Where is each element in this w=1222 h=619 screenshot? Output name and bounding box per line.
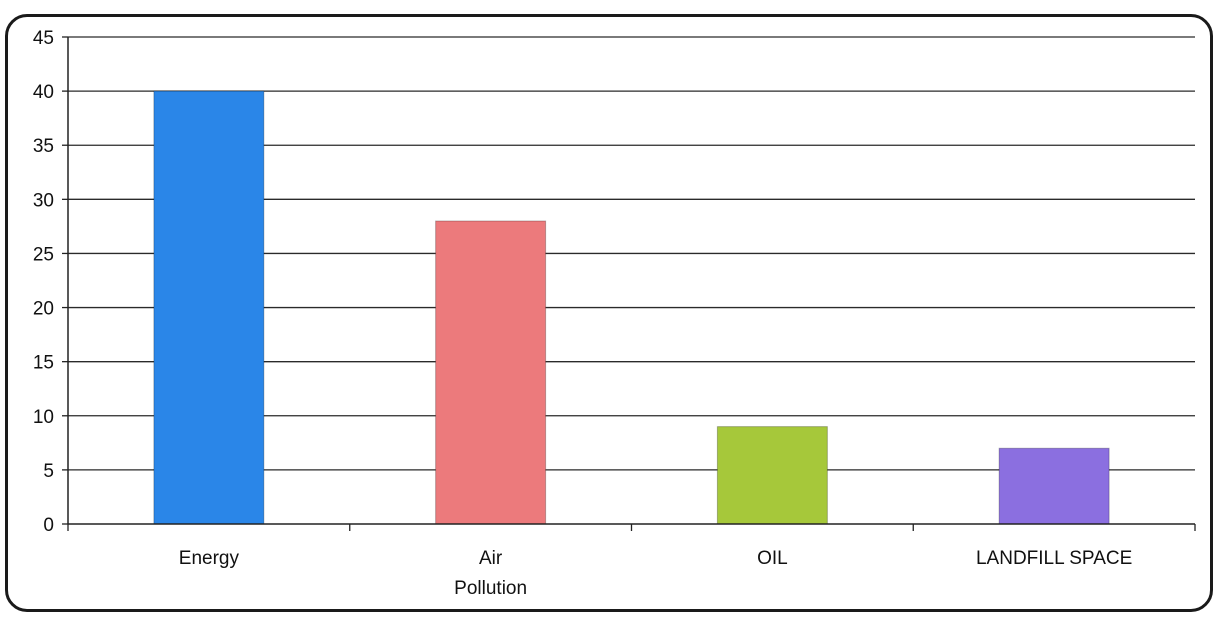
y-tick-label: 30 <box>33 190 54 211</box>
y-tick-label: 20 <box>33 299 54 320</box>
bar-energy <box>153 90 265 525</box>
x-tick-label: LANDFILL SPACE <box>976 548 1132 569</box>
y-tick-label: 5 <box>43 461 54 482</box>
x-tick-label: Air <box>479 548 503 569</box>
x-tick-label: Energy <box>179 548 240 569</box>
y-tick-label: 10 <box>33 407 54 428</box>
y-tick-label: 35 <box>33 136 54 157</box>
bar-air-pollution <box>435 220 547 525</box>
y-tick-label: 0 <box>43 515 54 536</box>
y-tick-labels: 0 5 10 15 20 25 30 35 40 45 <box>33 28 68 536</box>
y-tick-label: 45 <box>33 28 54 49</box>
x-tick-label: OIL <box>757 548 788 569</box>
y-tick-label: 40 <box>33 82 54 103</box>
bar-landfill-space <box>998 447 1110 525</box>
bar-oil <box>716 426 828 525</box>
x-tick-label: Pollution <box>454 578 527 599</box>
y-tick-label: 25 <box>33 244 54 265</box>
bars <box>153 90 1110 525</box>
y-tick-label: 15 <box>33 353 54 374</box>
x-tick-labels: Energy Air Pollution OIL LANDFILL SPACE <box>67 524 1196 599</box>
